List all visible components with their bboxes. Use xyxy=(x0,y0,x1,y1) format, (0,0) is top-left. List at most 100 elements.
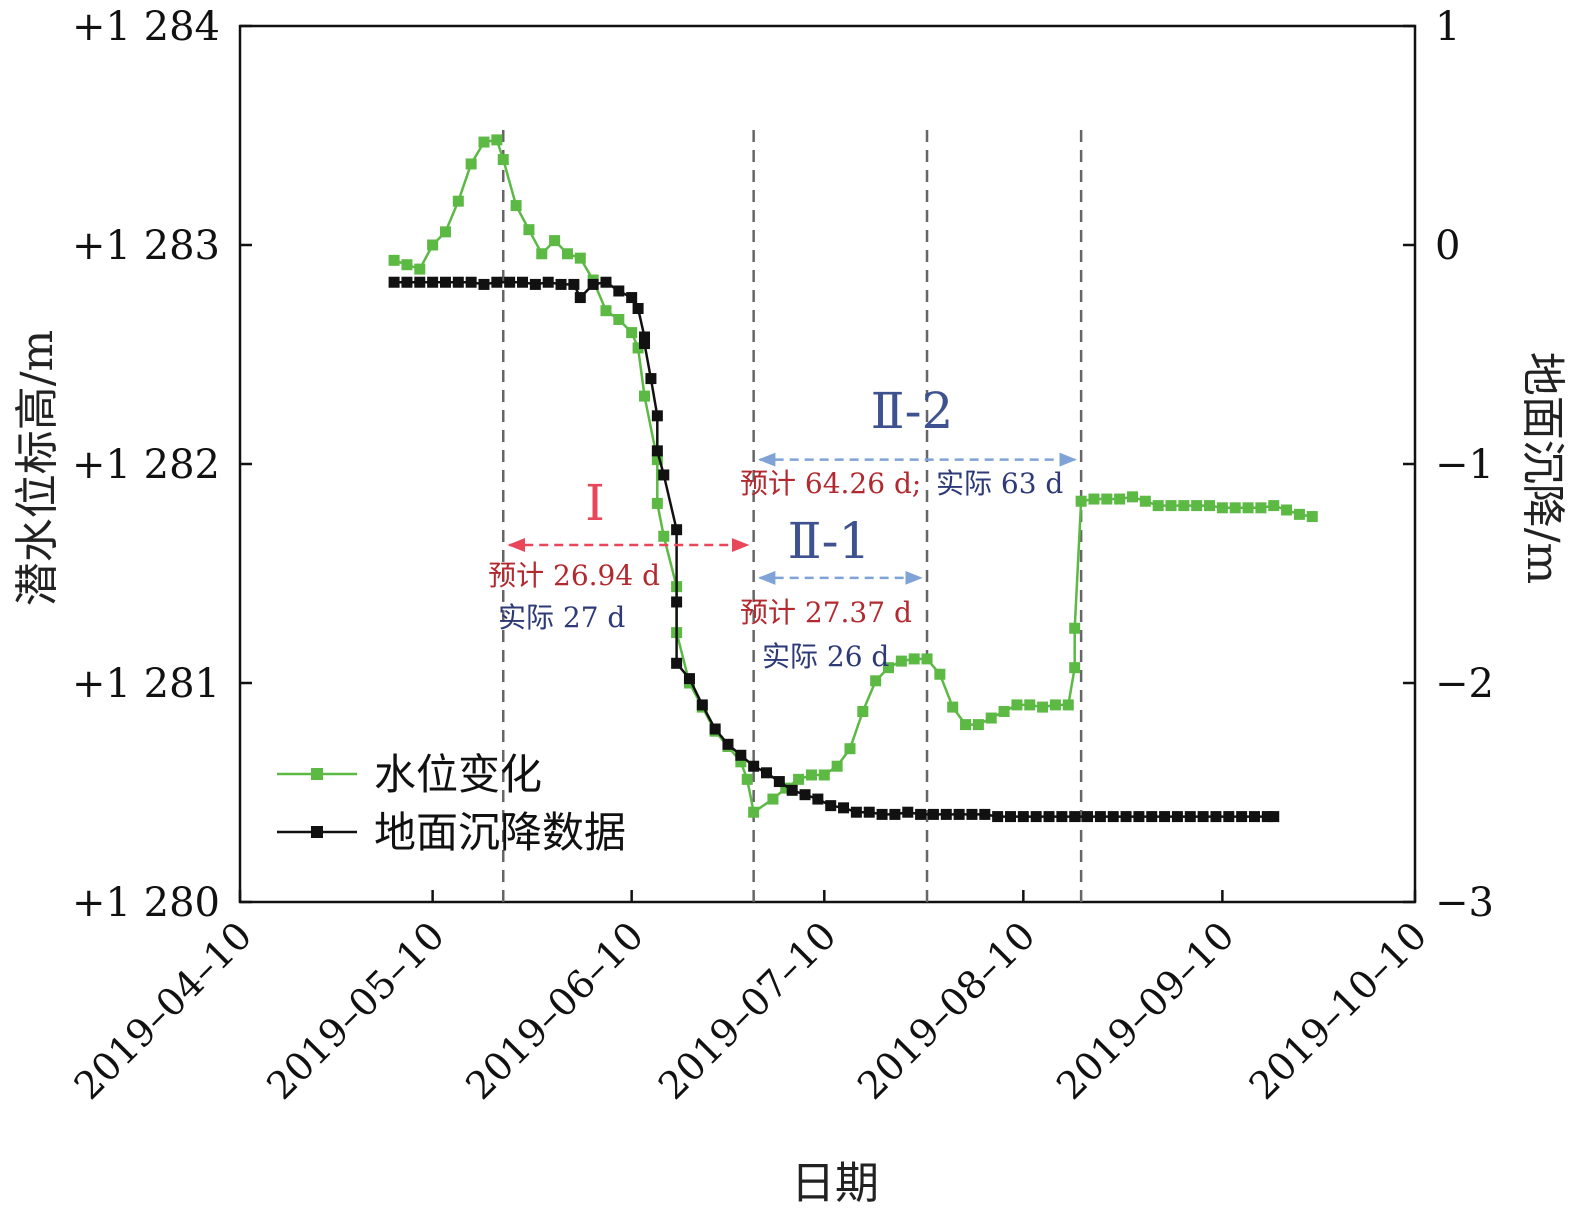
data-point-water-level xyxy=(478,136,490,148)
data-point-settlement xyxy=(773,776,785,788)
y-right-axis: −3 −2 −1 0 1 xyxy=(1403,4,1494,926)
data-point-settlement xyxy=(1133,811,1145,823)
data-point-settlement xyxy=(1107,811,1119,823)
data-point-water-level xyxy=(613,313,625,325)
data-point-settlement xyxy=(1120,811,1132,823)
data-point-water-level xyxy=(497,154,509,166)
period-actual-text: 实际 63 d xyxy=(936,467,1063,500)
data-point-settlement xyxy=(1236,811,1248,823)
data-point-water-level xyxy=(414,263,426,275)
data-point-settlement xyxy=(401,276,413,288)
data-point-settlement xyxy=(1184,811,1196,823)
data-point-water-level xyxy=(1049,699,1061,711)
x-tick-label: 2019–04–10 xyxy=(66,913,261,1108)
data-point-settlement xyxy=(799,789,811,801)
y-right-axis-title: 地面沉降/m xyxy=(1517,352,1568,585)
data-point-water-level xyxy=(960,719,972,731)
data-point-settlement xyxy=(414,276,426,288)
data-point-settlement xyxy=(452,276,464,288)
data-point-water-level xyxy=(465,158,477,170)
period-label: Ⅰ xyxy=(585,474,605,532)
data-point-settlement xyxy=(517,276,529,288)
data-point-settlement xyxy=(1004,811,1016,823)
data-point-settlement xyxy=(671,524,683,536)
data-point-settlement xyxy=(574,292,586,304)
series-layer xyxy=(388,134,1318,823)
data-point-water-level xyxy=(1306,511,1318,523)
data-point-settlement xyxy=(427,276,439,288)
data-point-water-level xyxy=(1204,500,1216,512)
x-tick-label: 2019–05–10 xyxy=(258,913,453,1108)
data-point-water-level xyxy=(1075,495,1087,507)
period-forecast-text: 预计 64.26 d; xyxy=(740,467,921,500)
y-right-tick-label: −2 xyxy=(1435,661,1494,707)
data-point-settlement xyxy=(992,811,1004,823)
data-point-settlement xyxy=(439,276,451,288)
data-point-water-level xyxy=(510,200,522,212)
y-right-tick-label: −1 xyxy=(1435,442,1494,488)
data-point-water-level xyxy=(536,248,548,260)
data-point-settlement xyxy=(504,276,516,288)
y-left-tick-label: +1 281 xyxy=(72,661,220,707)
data-point-settlement xyxy=(940,808,952,820)
data-point-settlement xyxy=(645,373,657,385)
data-point-water-level xyxy=(1255,502,1267,514)
data-point-settlement xyxy=(1268,811,1280,823)
x-tick-label: 2019–06–10 xyxy=(457,913,652,1108)
data-point-water-level xyxy=(1229,502,1241,514)
data-point-settlement xyxy=(1017,811,1029,823)
data-point-settlement xyxy=(1146,811,1158,823)
data-point-water-level xyxy=(1242,502,1254,514)
data-point-water-level xyxy=(1268,500,1280,512)
data-point-water-level xyxy=(1101,493,1113,505)
data-point-water-level xyxy=(1293,508,1305,520)
data-point-water-level xyxy=(1062,699,1074,711)
y-right-tick-label: 1 xyxy=(1435,4,1460,50)
x-tick-label: 2019–10–10 xyxy=(1241,913,1436,1108)
data-point-water-level xyxy=(741,773,753,785)
data-point-settlement xyxy=(876,808,888,820)
data-point-settlement xyxy=(850,806,862,818)
legend-marker-settlement xyxy=(311,826,323,838)
data-point-water-level xyxy=(985,712,997,724)
data-point-water-level xyxy=(767,793,779,805)
data-point-settlement xyxy=(1159,811,1171,823)
data-point-water-level xyxy=(805,769,817,781)
data-point-water-level xyxy=(651,454,663,466)
data-point-settlement xyxy=(1248,811,1260,823)
data-point-water-level xyxy=(651,497,663,509)
data-point-water-level xyxy=(1152,500,1164,512)
data-point-settlement xyxy=(1082,811,1094,823)
data-point-settlement xyxy=(651,410,663,422)
data-point-settlement xyxy=(709,723,721,735)
data-point-water-level xyxy=(401,259,413,271)
data-point-settlement xyxy=(889,808,901,820)
y-right-tick-label: −3 xyxy=(1435,880,1494,926)
data-point-water-level xyxy=(549,235,561,247)
data-point-water-level xyxy=(658,530,670,542)
data-point-settlement xyxy=(812,793,824,805)
data-point-settlement xyxy=(542,276,554,288)
data-point-settlement xyxy=(1056,811,1068,823)
legend-marker-water-level xyxy=(311,768,323,780)
data-point-settlement xyxy=(1030,811,1042,823)
data-point-water-level xyxy=(1216,502,1228,514)
data-point-water-level xyxy=(780,782,792,794)
data-point-settlement xyxy=(651,445,663,457)
data-point-water-level xyxy=(793,773,805,785)
data-point-water-level xyxy=(831,760,843,772)
data-point-settlement xyxy=(761,767,773,779)
data-point-water-level xyxy=(934,668,946,680)
y-left-axis-title: 潜水位标高/m xyxy=(12,330,63,607)
y-left-tick-label: +1 283 xyxy=(72,223,220,269)
x-tick-label: 2019–08–10 xyxy=(849,913,1044,1108)
data-point-settlement xyxy=(671,657,683,669)
data-point-settlement xyxy=(658,469,670,481)
data-point-water-level xyxy=(947,701,959,713)
data-point-settlement xyxy=(927,808,939,820)
data-point-water-level xyxy=(870,675,882,687)
data-point-settlement xyxy=(902,806,914,818)
data-point-water-level xyxy=(1114,493,1126,505)
data-point-water-level xyxy=(1165,500,1177,512)
